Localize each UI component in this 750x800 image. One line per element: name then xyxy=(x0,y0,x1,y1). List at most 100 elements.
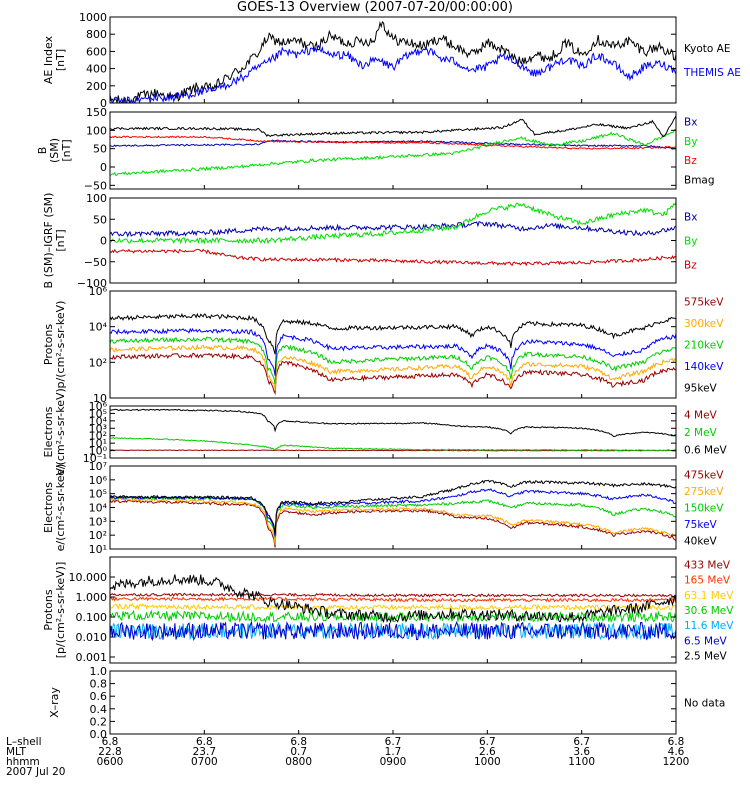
y-tick-label: 200 xyxy=(86,80,107,93)
panel-2: −50 0 50 100 150 B (SM) [nT] Bx By Bz Bmag xyxy=(36,106,715,192)
series-line-3 xyxy=(110,248,676,267)
y-axis-label: Protons xyxy=(42,324,55,365)
x-tick-label-hhmm: 0900 xyxy=(380,756,407,768)
x-row-label: hhmm xyxy=(6,756,40,768)
legend-entry: Bx xyxy=(684,117,697,129)
series-line-3 xyxy=(110,336,676,385)
x-tick-label-lshell: 6.7 xyxy=(385,736,402,748)
panel-frame xyxy=(109,670,677,735)
x-row-label: L–shell xyxy=(6,736,42,748)
y-axis-label: X–ray xyxy=(48,687,61,718)
series-line-2 xyxy=(110,201,676,245)
series-line-2 xyxy=(110,128,676,177)
x-tick-label-hhmm: 0800 xyxy=(285,756,312,768)
y-tick-label: 0 xyxy=(100,235,107,248)
panel-frame xyxy=(109,197,677,284)
x-tick-label-mlt: 1.7 xyxy=(385,746,402,758)
series-line-2 xyxy=(110,44,676,103)
x-row-label: 2007 Jul 20 xyxy=(6,766,65,778)
y-tick-label: −100 xyxy=(77,277,107,290)
y-axis-label: p/(cm²-s-sr-keV) xyxy=(54,301,67,389)
series-line-4 xyxy=(110,115,676,138)
legend-entry: By xyxy=(684,136,697,148)
legend-entry: 4 MeV xyxy=(684,410,718,422)
y-tick-label: 10⁴ xyxy=(89,502,108,515)
panel-frame xyxy=(109,111,677,190)
y-tick-label: 100 xyxy=(86,192,107,205)
series-line-3 xyxy=(110,495,676,539)
legend-entry: 0.6 MeV xyxy=(684,444,728,456)
x-tick-label-lshell: 6.7 xyxy=(479,736,496,748)
legend-entry: Bz xyxy=(684,260,697,272)
y-tick-label: 1.000 xyxy=(76,591,108,604)
y-axis-label: Electrons xyxy=(42,406,55,457)
y-axis-label: [nT] xyxy=(54,49,67,71)
y-axis-label: B xyxy=(36,147,49,155)
y-tick-label: 100 xyxy=(86,124,107,137)
y-tick-label: 1.0 xyxy=(90,665,108,678)
y-tick-label: 0.8 xyxy=(90,678,108,691)
series-line-5 xyxy=(110,312,676,355)
x-tick-label-lshell: 6.8 xyxy=(196,736,213,748)
y-tick-label: 0.0 xyxy=(90,728,108,741)
y-axis-label: e/(cm²-s-sr-keV) xyxy=(54,388,67,476)
y-tick-label: 0.010 xyxy=(76,631,108,644)
y-tick-label: 10 xyxy=(93,392,107,405)
y-tick-label: 1000 xyxy=(79,11,107,24)
y-tick-label: 50 xyxy=(93,213,107,226)
series-line-4 xyxy=(110,488,676,537)
y-tick-label: 10⁻¹ xyxy=(83,452,107,465)
x-tick-label-lshell: 6.7 xyxy=(573,736,590,748)
x-tick-label-lshell: 6.8 xyxy=(290,736,307,748)
series-line-5 xyxy=(110,479,676,535)
y-axis-label: [nT] xyxy=(54,229,67,251)
legend-entry: 2 MeV xyxy=(684,427,718,439)
series-line-1 xyxy=(110,139,676,150)
y-tick-label: 10² xyxy=(89,430,107,443)
y-tick-label: 10⁶ xyxy=(89,285,108,298)
series-line-7 xyxy=(110,574,676,624)
x-tick-label-hhmm: 1100 xyxy=(568,756,595,768)
series-line-3 xyxy=(110,408,676,438)
series-line-2 xyxy=(110,497,676,545)
x-tick-label-mlt: 22.8 xyxy=(98,746,121,758)
series-line-1 xyxy=(110,221,676,238)
page-title: GOES-13 Overview (2007-07-20/00:00:00) xyxy=(237,0,513,15)
series-line-1 xyxy=(110,352,676,396)
panel-3: −100 −50 0 50 100 B (SM)–IGRF (SM) [nT] Bx By Bz xyxy=(42,192,697,290)
y-tick-label: 50 xyxy=(93,143,107,156)
x-row-label: MLT xyxy=(6,746,26,758)
x-tick-label-hhmm: 0600 xyxy=(97,756,124,768)
no-data-label: No data xyxy=(684,698,725,710)
legend-entry: 300keV xyxy=(684,318,724,330)
legend-entry: 475keV xyxy=(684,469,724,481)
y-axis-label: (SM) xyxy=(48,138,61,163)
legend-entry: 165 MeV xyxy=(684,575,731,587)
x-tick-label-lshell: 6.8 xyxy=(668,736,685,748)
legend-entry: 150keV xyxy=(684,503,724,515)
series-line-2 xyxy=(110,437,676,452)
legend-entry: 140keV xyxy=(684,361,724,373)
y-axis-label: Protons xyxy=(42,589,55,630)
series-line-6 xyxy=(110,620,676,642)
x-tick-label-mlt: 3.6 xyxy=(573,746,590,758)
y-tick-label: 10⁵ xyxy=(89,488,107,501)
series-line-1 xyxy=(110,449,676,452)
legend-entry: Bx xyxy=(684,212,697,224)
legend-entry: 63.1 MeV xyxy=(684,590,734,602)
y-tick-label: −50 xyxy=(84,179,107,192)
y-tick-label: 800 xyxy=(86,28,107,41)
series-line-2 xyxy=(110,343,676,391)
x-tick-label-lshell: 6.8 xyxy=(102,736,119,748)
legend-entry: 210keV xyxy=(684,340,724,352)
series-line-3 xyxy=(110,602,676,612)
y-tick-label: 10.000 xyxy=(69,571,108,584)
y-axis-label: AE Index xyxy=(42,35,55,84)
legend-entry: 11.6 MeV xyxy=(684,620,734,632)
x-tick-label-mlt: 4.6 xyxy=(668,746,685,758)
y-axis-label: B (SM)–IGRF (SM) xyxy=(42,193,55,289)
legend-entry: 40keV xyxy=(684,536,718,548)
